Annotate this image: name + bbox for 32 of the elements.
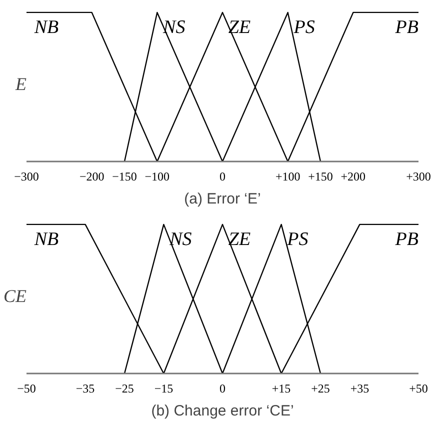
- series-label: NS: [162, 16, 186, 38]
- x-tick-label: 0: [220, 382, 226, 396]
- series-label: ZE: [228, 228, 251, 250]
- x-tick-label: −15: [154, 382, 174, 396]
- x-tick-label: −100: [144, 170, 170, 184]
- x-tick-label: −35: [76, 382, 95, 396]
- x-tick-label: −150: [112, 170, 137, 184]
- series-label: NS: [168, 228, 192, 250]
- x-tick-label: +15: [272, 382, 291, 396]
- series-label: ZE: [228, 16, 251, 38]
- series-label: PS: [286, 228, 309, 250]
- y-axis-title: CE: [4, 286, 27, 306]
- x-tick-label: +50: [409, 382, 428, 396]
- series-label: NB: [33, 228, 60, 250]
- x-tick-label: +100: [275, 170, 300, 184]
- series-label: NB: [33, 16, 60, 38]
- x-tick-label: +150: [308, 170, 333, 184]
- x-tick-label: +35: [350, 382, 370, 396]
- x-tick-label: −200: [79, 170, 104, 184]
- text: (b) Change error ‘CE’: [151, 402, 294, 420]
- series-label: PB: [394, 228, 419, 250]
- x-tick-label: +200: [340, 170, 366, 184]
- series-label: PS: [292, 16, 316, 38]
- y-axis-title: E: [14, 74, 27, 94]
- series-label: PB: [394, 16, 419, 38]
- x-tick-label: +300: [406, 170, 431, 184]
- x-tick-label: 0: [220, 170, 226, 184]
- text: (a) Error ‘E’: [184, 190, 261, 208]
- x-tick-label: −25: [115, 382, 134, 396]
- x-tick-label: −50: [17, 382, 36, 396]
- x-tick-label: +25: [311, 382, 330, 396]
- x-tick-label: −300: [14, 170, 39, 184]
